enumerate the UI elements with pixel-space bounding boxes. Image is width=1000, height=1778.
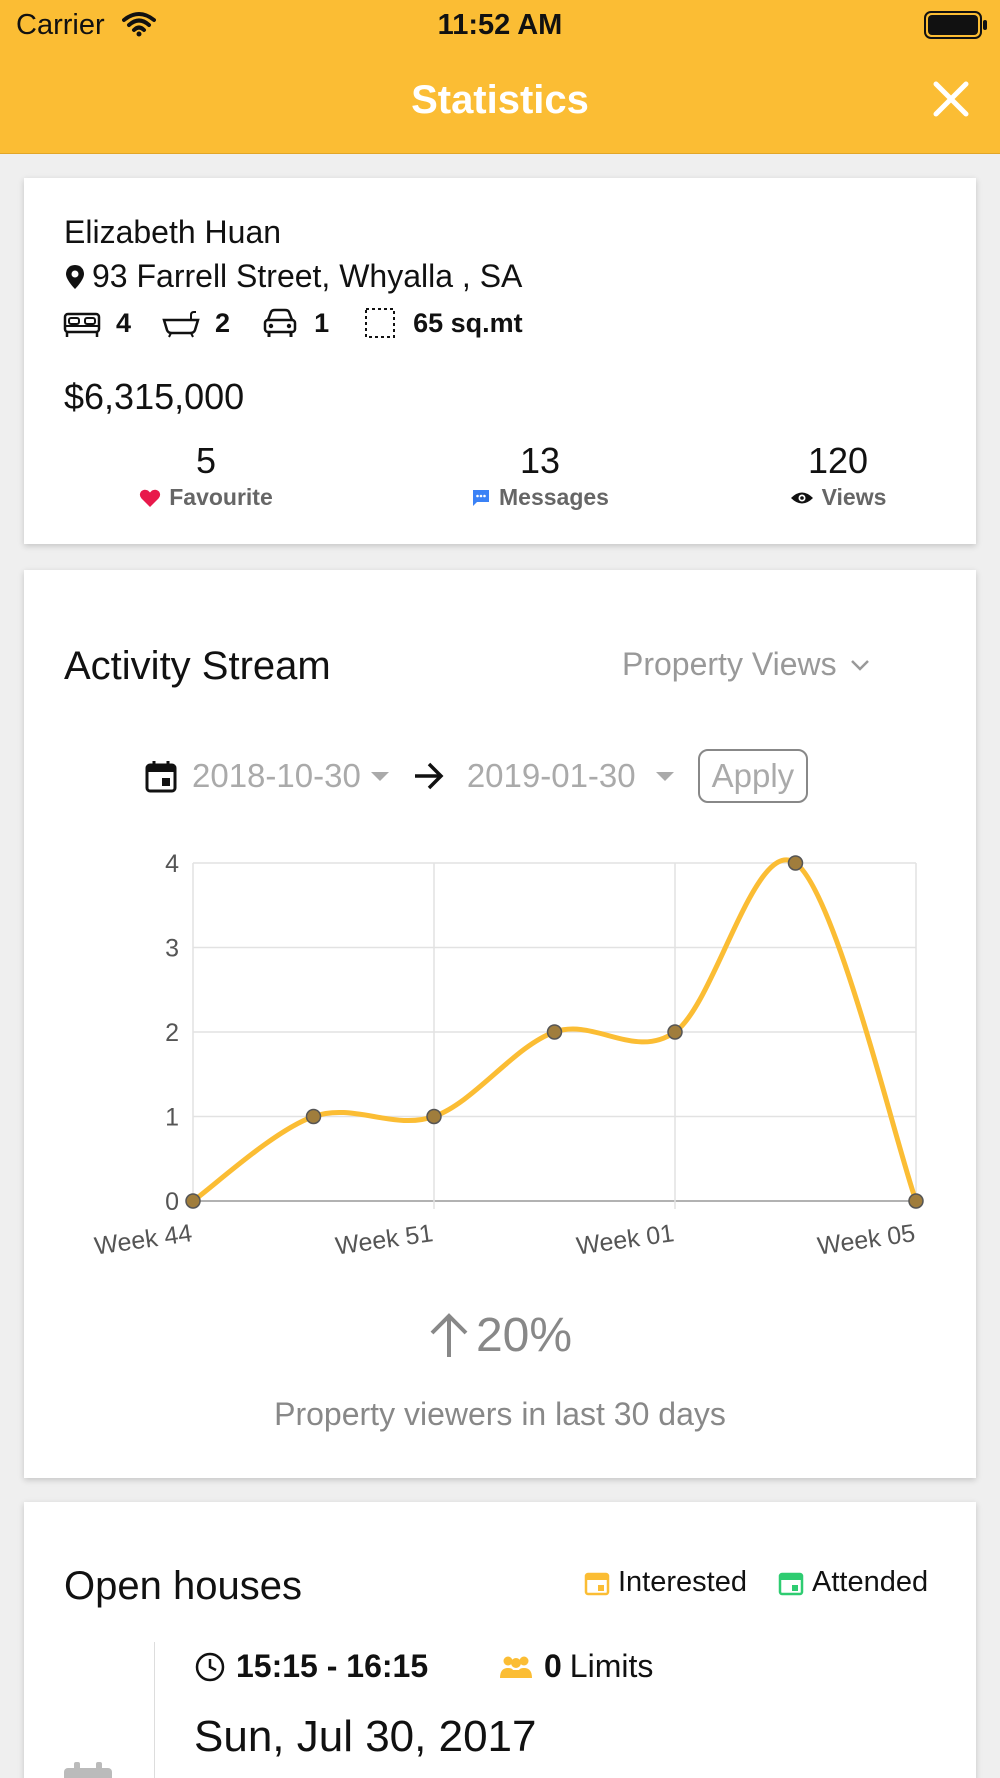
status-time: 11:52 AM — [437, 9, 563, 41]
data-point — [787, 855, 804, 871]
calendar-attended-icon — [778, 1572, 804, 1595]
data-point — [305, 1108, 322, 1125]
wifi-icon — [122, 12, 156, 37]
arrow-up-icon — [430, 1312, 468, 1357]
timeline-divider — [154, 1642, 155, 1778]
limit-count: 0 — [544, 1648, 562, 1684]
owner-name: Elizabeth Huan — [64, 214, 282, 250]
open-house-date: Sun, Jul 30, 2017 — [194, 1712, 537, 1761]
page-title: Statistics — [411, 78, 589, 122]
area-value: 65 sq.mt — [413, 307, 523, 338]
x-tick-label: Week 05 — [816, 1219, 917, 1260]
parking-count: 1 — [314, 307, 330, 338]
legend-attended: Attended — [778, 1566, 928, 1599]
bathtub-icon — [162, 311, 200, 338]
time-range: 15:15 - 16:15 — [236, 1648, 429, 1684]
trend-indicator: 20% — [24, 1308, 976, 1363]
car-icon — [263, 308, 297, 337]
header-bar: Carrier 11:52 AM Statistics — [0, 0, 1000, 154]
activity-line-chart: 0 1 2 3 4 Week 44 Week 51 Week 01 Week 05 — [93, 850, 924, 1261]
activity-card: Activity Stream Property Views 2018-10-3… — [24, 570, 976, 1478]
area-icon — [365, 308, 396, 338]
favourite-stat: 5 Favourite — [96, 440, 316, 511]
metric-dropdown[interactable]: Property Views — [622, 646, 871, 683]
calendar-icon — [64, 1762, 112, 1778]
favourite-count: 5 — [195, 440, 217, 481]
open-house-limit: 0 Limits — [498, 1648, 653, 1685]
arrow-right-icon — [414, 762, 444, 790]
status-bar: Carrier 11:52 AM — [0, 0, 1000, 50]
eye-icon — [790, 492, 813, 503]
views-stat: 120 Views — [728, 440, 948, 511]
data-point — [426, 1108, 442, 1125]
start-date-value: 2018-10-30 — [192, 757, 361, 794]
x-tick-label: Week 51 — [334, 1219, 435, 1260]
listing-card: Elizabeth Huan 93 Farrell Street, Whyall… — [24, 178, 976, 544]
caret-down-icon — [370, 772, 389, 781]
y-tick-label: 0 — [165, 1188, 179, 1216]
views-count: 120 — [807, 440, 869, 481]
messages-label: Messages — [499, 484, 609, 510]
calendar-icon — [145, 761, 177, 793]
close-icon[interactable] — [928, 76, 974, 122]
address-text: 93 Farrell Street, Whyalla , SA — [92, 258, 523, 294]
legend-interested-label: Interested — [618, 1566, 747, 1598]
activity-title: Activity Stream — [64, 644, 331, 688]
date-range-picker: 2018-10-30 2019-01-30 Apply — [144, 748, 809, 804]
messages-stat: 13 Messages — [430, 440, 650, 511]
limit-label: Limits — [569, 1648, 654, 1684]
clock-icon — [195, 1652, 225, 1681]
start-date-field[interactable]: 2018-10-30 — [192, 757, 391, 795]
heart-icon — [140, 489, 161, 507]
metric-selected-value: Property Views — [622, 646, 837, 682]
y-tick-label: 4 — [165, 850, 179, 878]
x-tick-label: Week 01 — [575, 1219, 676, 1260]
x-tick-label: Week 44 — [93, 1219, 194, 1260]
bed-icon — [63, 312, 101, 337]
caret-down-icon — [655, 772, 674, 781]
open-house-time: 15:15 - 16:15 — [194, 1648, 428, 1685]
data-point — [908, 1193, 924, 1209]
open-houses-title: Open houses — [64, 1564, 302, 1608]
messages-count: 13 — [519, 440, 561, 481]
message-icon — [473, 489, 490, 506]
favourite-label: Favourite — [169, 484, 273, 510]
y-tick-label: 3 — [165, 935, 179, 963]
y-tick-label: 1 — [165, 1104, 179, 1132]
location-pin-icon — [66, 264, 84, 289]
end-date-field[interactable]: 2019-01-30 — [467, 757, 676, 795]
people-icon — [500, 1656, 532, 1678]
y-tick-label: 2 — [165, 1019, 179, 1047]
chevron-down-icon — [850, 659, 869, 671]
bedroom-count: 4 — [116, 307, 132, 338]
end-date-value: 2019-01-30 — [466, 757, 636, 794]
open-houses-card: Open houses Interested Attended 15:15 — [24, 1502, 976, 1778]
feature-row: 4 2 1 65 sq.mt — [62, 306, 553, 340]
trend-value: 20% — [475, 1309, 573, 1362]
views-label: Views — [821, 484, 887, 510]
data-point — [546, 1024, 563, 1040]
calendar-interested-icon — [584, 1572, 610, 1595]
address-row: 93 Farrell Street, Whyalla , SA — [64, 258, 522, 295]
battery-icon — [924, 11, 987, 39]
carrier-label: Carrier — [16, 9, 105, 41]
apply-button[interactable]: Apply — [697, 749, 809, 803]
data-point — [667, 1024, 683, 1040]
trend-caption: Property viewers in last 30 days — [274, 1396, 726, 1432]
data-point — [185, 1193, 201, 1209]
legend-interested: Interested — [584, 1566, 747, 1599]
legend-attended-label: Attended — [812, 1566, 929, 1598]
price: $6,315,000 — [64, 376, 245, 417]
bathroom-count: 2 — [215, 307, 231, 338]
